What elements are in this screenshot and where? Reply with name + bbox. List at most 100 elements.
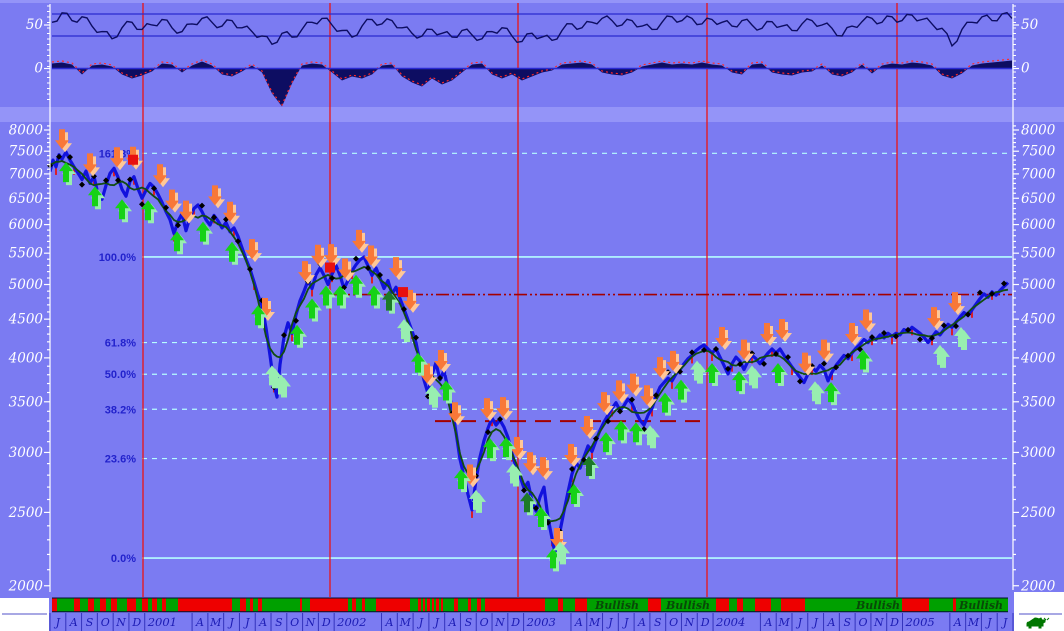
label: A: [574, 616, 583, 629]
label: J: [1001, 616, 1008, 629]
label: 2500: [1020, 505, 1056, 521]
label: O: [101, 616, 110, 629]
ribbon-segment: [661, 598, 716, 612]
ribbon-segment: [376, 598, 410, 612]
label: 6500: [9, 191, 44, 207]
label: A: [258, 616, 267, 629]
label: 4000: [8, 350, 44, 366]
label: A: [384, 616, 393, 629]
label: D: [889, 616, 899, 629]
label: 7500: [1021, 144, 1056, 160]
label: J: [243, 616, 250, 629]
ribbon-segment: [485, 598, 545, 612]
ribbon-segment: [439, 598, 441, 612]
left-axis: 8000 7500 7000 6500 6000 5500 5000 4500 4000 3500…: [8, 4, 51, 594]
ribbon-segment: [162, 598, 166, 612]
label: N: [305, 616, 316, 629]
ribbon-segment: [410, 598, 418, 612]
bull-icon: [1026, 617, 1050, 629]
ribbon-segment: [929, 598, 953, 612]
ribbon-segment: [111, 598, 117, 612]
label: N: [494, 616, 505, 629]
ribbon-segment: [575, 598, 587, 612]
label: 0: [34, 61, 43, 77]
ribbon-segment: [953, 598, 956, 612]
ribbon-segment: [902, 598, 929, 612]
label: J: [796, 616, 803, 629]
label: 2003: [526, 615, 556, 629]
label: 5000: [1021, 277, 1056, 293]
label: M: [777, 616, 790, 629]
label: J: [606, 616, 613, 629]
label: 50.0%: [105, 369, 136, 381]
bottom-left-corner: [0, 598, 49, 631]
label: 23.6%: [105, 454, 136, 466]
ribbon-segment: [423, 598, 425, 612]
ribbon-segment: [80, 598, 88, 612]
ribbon-segment: [88, 598, 94, 612]
oscillator-panel: [51, 11, 1013, 48]
label: 50: [1021, 17, 1039, 33]
ribbon-segment: [956, 598, 1008, 612]
ribbon-segment: [755, 598, 771, 612]
label: 38.2%: [105, 404, 136, 416]
label: A: [826, 616, 835, 629]
ribbon-segment: [729, 598, 737, 612]
label: 2005: [904, 615, 934, 629]
ribbon-segment: [432, 598, 434, 612]
ribbon-segment: [716, 598, 729, 612]
ribbon-segment: [771, 598, 781, 612]
ribbon-segment: [805, 598, 902, 612]
ribbon-segment: [240, 598, 246, 612]
buy-arrows: [59, 162, 971, 572]
ribbon-segment: [136, 598, 142, 612]
label: 5500: [9, 246, 44, 262]
label: M: [967, 616, 980, 629]
label: J: [811, 616, 818, 629]
label: 4000: [1020, 350, 1056, 366]
label: O: [859, 616, 868, 629]
label: 4500: [1020, 312, 1056, 328]
label: J: [985, 616, 992, 629]
ribbon-segment: [57, 598, 74, 612]
ribbon-segment: [106, 598, 111, 612]
ribbon-segment: [441, 598, 443, 612]
label: A: [637, 616, 646, 629]
month-axis: J A S O N D 2001 A M J J A S O N D 2002 A M J J A S O N D 2003 A M J J…: [49, 613, 1014, 631]
label: 0: [1021, 61, 1030, 77]
ribbon-segment: [743, 598, 755, 612]
label: S: [86, 616, 94, 629]
ribbon-segment: [454, 598, 458, 612]
label: 2004: [715, 615, 745, 629]
ribbon-segment: [468, 598, 471, 612]
ribbon-segment: [434, 598, 436, 612]
label: 0.0%: [111, 553, 136, 565]
label: Bullish: [665, 599, 710, 612]
label: 7000: [9, 166, 44, 182]
label: 3000: [9, 445, 44, 461]
label: S: [275, 616, 283, 629]
label: 2000: [8, 578, 44, 594]
label: A: [763, 616, 772, 629]
ribbon-segment: [300, 598, 302, 612]
ribbon-segment: [52, 598, 57, 612]
ribbon-segment: [148, 598, 152, 612]
ribbon-segment: [563, 598, 575, 612]
label: 8000: [1021, 123, 1056, 139]
ribbon-segment: [232, 598, 240, 612]
label: 6000: [1021, 217, 1056, 233]
label: Bullish: [594, 599, 639, 612]
ribbon-segment: [152, 598, 157, 612]
label: D: [510, 616, 520, 629]
ribbon-segment: [648, 598, 661, 612]
label: Bullish: [958, 599, 1003, 612]
label: 5500: [1021, 246, 1056, 262]
label: J: [622, 616, 629, 629]
label: 8000: [9, 123, 44, 139]
ribbon-segment: [446, 598, 454, 612]
ribbon-segment: [365, 598, 376, 612]
ribbon-segment: [471, 598, 477, 612]
